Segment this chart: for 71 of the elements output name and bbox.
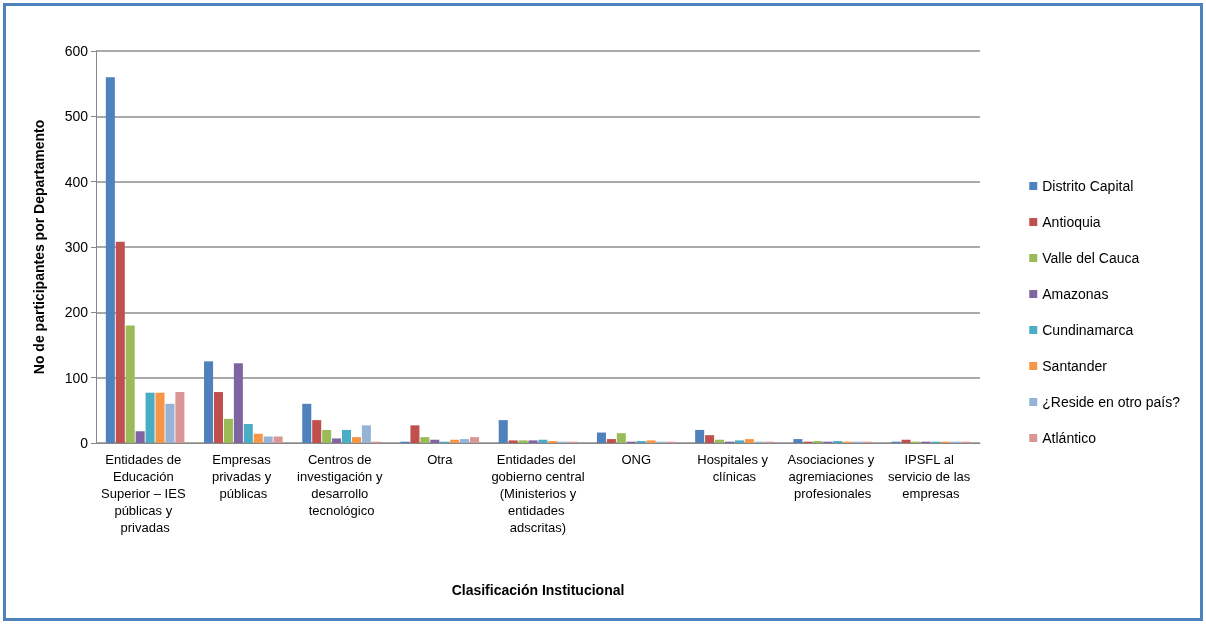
bar [430, 439, 440, 443]
x-tick-label: Entidades del gobierno central (Ministerios y entidades adscritas) [491, 452, 585, 535]
x-axis-title: Clasificación Institucional [451, 582, 625, 598]
bar [223, 418, 233, 443]
y-tick-label: 500 [64, 108, 89, 125]
bar [646, 440, 656, 443]
bar [233, 363, 243, 443]
bar [165, 403, 175, 443]
bar [596, 432, 606, 443]
bar [243, 424, 253, 443]
x-tick-label: Asociaciones y agremiaciones profesionales [787, 452, 878, 501]
legend-label: ¿Reside en otro país? [1042, 394, 1181, 410]
bar [105, 77, 115, 443]
bar [361, 425, 371, 443]
bar [734, 440, 744, 443]
bar [175, 392, 185, 443]
bar [460, 439, 470, 443]
legend-label: Atlántico [1042, 430, 1097, 446]
bar [450, 439, 460, 443]
bar [616, 433, 626, 443]
x-tick-label: IPSFL al servicio de las empresas [887, 452, 974, 501]
y-tick-label: 400 [64, 173, 89, 190]
y-tick-label: 100 [64, 369, 89, 386]
bar [263, 436, 273, 443]
y-tick-label: 200 [64, 304, 89, 321]
bar [342, 429, 352, 443]
y-tick-label: 300 [64, 239, 89, 255]
x-tick-label: Empresas privadas y públicas [211, 452, 275, 501]
bar [312, 420, 322, 443]
x-tick-label: ONG [621, 452, 652, 467]
bar [302, 403, 312, 443]
bar [470, 437, 480, 443]
legend-label: Valle del Cauca [1042, 250, 1140, 266]
bar [715, 439, 725, 443]
bar [273, 436, 283, 443]
bar [135, 431, 145, 443]
bar [332, 438, 342, 443]
bar [145, 392, 155, 443]
bar [213, 392, 224, 443]
bar [606, 439, 616, 443]
legend-label: Cundinamarca [1042, 322, 1134, 338]
bar [528, 440, 538, 443]
bar [351, 437, 361, 443]
bar [253, 433, 263, 443]
legend-label: Santander [1042, 358, 1108, 374]
bar [155, 392, 165, 443]
bar [322, 429, 332, 443]
x-tick-label: Centros de investigación y desarrollo tecnológico [297, 452, 386, 518]
bar [125, 325, 135, 443]
bar [420, 437, 430, 443]
legend-label: Distrito Capital [1042, 178, 1134, 194]
bar [538, 439, 548, 443]
bar [115, 241, 125, 443]
bar [901, 439, 911, 443]
bar [744, 439, 754, 443]
bar [793, 439, 803, 443]
bar [498, 420, 508, 443]
bar [518, 440, 528, 443]
bar [695, 429, 705, 443]
legend-label: Antioquia [1042, 214, 1101, 230]
x-tick-label: Entidades de Educación Superior – IES públicas y privadas [101, 452, 190, 535]
y-axis-title: No de participantes por Departamento [31, 119, 47, 375]
y-tick-label: 600 [64, 43, 89, 59]
x-tick-label: Otra [427, 452, 454, 467]
bar [705, 435, 715, 443]
bar [508, 440, 518, 443]
legend-label: Amazonas [1042, 286, 1109, 302]
bar [410, 425, 420, 443]
y-tick-label: 0 [80, 435, 89, 451]
bar [204, 361, 214, 443]
x-tick-label: Hospitales y clínicas [697, 452, 772, 484]
